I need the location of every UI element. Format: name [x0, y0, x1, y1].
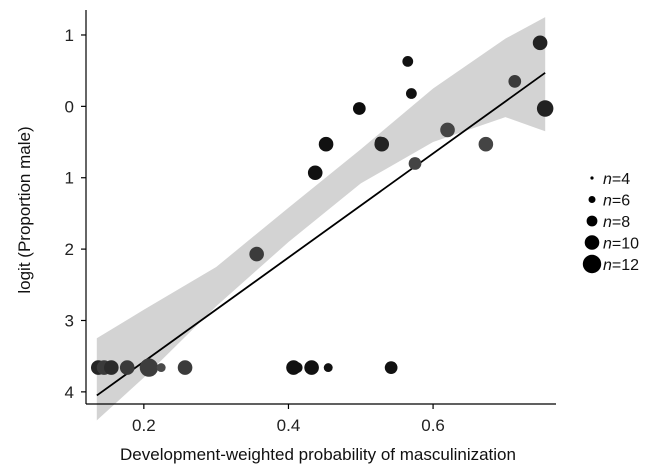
legend-n-symbol: n	[603, 257, 612, 274]
legend-n-value: =8	[612, 214, 630, 231]
legend-marker	[590, 176, 594, 180]
data-point	[408, 157, 422, 170]
data-point	[318, 136, 334, 152]
legend: n=4n=6n=8n=10n=12	[582, 171, 639, 274]
legend-n-value: =12	[612, 257, 639, 274]
regression-line	[96, 72, 546, 397]
legend-entry-label: n=6	[603, 193, 630, 210]
legend-entry-label: n=12	[603, 257, 639, 274]
data-point	[139, 358, 159, 377]
y-tick-label: 1	[65, 26, 74, 45]
data-point	[307, 165, 323, 181]
confidence-band	[96, 17, 546, 421]
data-point	[177, 360, 193, 375]
legend-n-value: =6	[612, 193, 630, 210]
legend-n-symbol: n	[603, 193, 612, 210]
x-tick-label: 0.6	[421, 416, 445, 435]
legend-n-symbol: n	[603, 171, 612, 188]
data-point	[291, 362, 303, 373]
data-point	[119, 360, 135, 375]
data-point	[384, 361, 398, 374]
legend-entry-label: n=4	[603, 171, 630, 188]
data-point	[104, 360, 119, 375]
data-point	[352, 102, 366, 115]
legend-n-symbol: n	[603, 236, 612, 253]
legend-entry-label: n=10	[603, 236, 639, 253]
y-tick-label: 2	[65, 240, 74, 259]
data-point	[532, 35, 548, 51]
y-tick-label: 0	[65, 97, 74, 116]
data-point	[536, 100, 554, 117]
y-axis-title: logit (Proportion male)	[15, 126, 34, 293]
legend-marker	[582, 254, 602, 274]
axes: 0.2 0.4 0.6 1 0 1 2 3 4 Development-weighted prob…	[15, 10, 556, 464]
data-point	[440, 122, 455, 138]
data-point	[405, 88, 417, 99]
legend-marker	[588, 196, 596, 203]
x-tick-label: 0.2	[132, 416, 156, 435]
data-point	[304, 360, 319, 375]
x-axis-title: Development-weighted probability of masc…	[120, 445, 516, 464]
legend-marker	[584, 235, 600, 250]
y-tick-label: 4	[65, 383, 74, 402]
legend-n-value: =4	[612, 171, 630, 188]
data-point	[249, 246, 264, 262]
data-point	[478, 136, 494, 152]
data-point	[508, 75, 522, 88]
data-point	[374, 136, 390, 152]
data-point	[323, 363, 333, 373]
data-point	[156, 363, 166, 373]
x-tick-label: 0.4	[277, 416, 301, 435]
y-tick-label: 3	[65, 311, 74, 330]
plot-area	[90, 17, 554, 421]
data-point	[402, 55, 414, 67]
legend-entry-label: n=8	[603, 214, 630, 231]
legend-n-value: =10	[612, 236, 639, 253]
y-tick-label: 1	[65, 169, 74, 188]
legend-marker	[586, 215, 598, 227]
legend-n-symbol: n	[603, 214, 612, 231]
